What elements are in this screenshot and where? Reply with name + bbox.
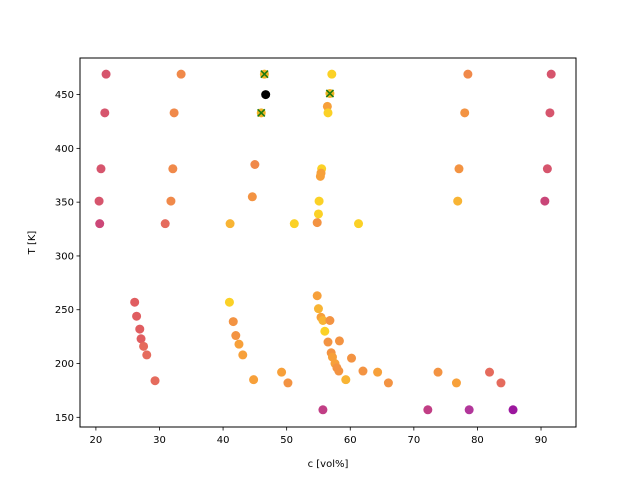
data-point xyxy=(312,218,322,228)
data-point xyxy=(373,367,383,377)
data-point xyxy=(496,378,506,388)
data-point xyxy=(508,405,518,415)
data-point xyxy=(383,378,393,388)
data-point xyxy=(453,196,463,206)
x-axis-ticks: 20 30 40 50 60 70 80 90 xyxy=(90,427,548,446)
data-point xyxy=(95,219,105,229)
data-point xyxy=(546,69,556,79)
x-tick-label: 90 xyxy=(535,435,548,446)
data-point xyxy=(318,315,328,325)
y-axis-ticks: 150 200 250 300 350 400 450 xyxy=(55,90,80,424)
data-point xyxy=(166,196,176,206)
points-layer xyxy=(94,69,556,415)
data-point xyxy=(460,108,470,118)
data-point xyxy=(250,160,260,170)
data-point xyxy=(228,317,238,327)
x-marker xyxy=(260,69,269,79)
data-point xyxy=(261,90,271,100)
data-point xyxy=(142,350,152,360)
data-point xyxy=(358,366,368,376)
data-point xyxy=(433,367,443,377)
x-tick-label: 40 xyxy=(217,435,230,446)
x-tick-label: 50 xyxy=(280,435,293,446)
data-point xyxy=(169,108,179,118)
y-tick-label: 400 xyxy=(55,144,74,155)
data-point xyxy=(334,366,344,376)
data-point xyxy=(315,171,325,181)
data-point xyxy=(132,311,142,321)
data-point xyxy=(540,196,550,206)
x-tick-label: 30 xyxy=(153,435,166,446)
data-point xyxy=(94,196,104,206)
data-point xyxy=(323,108,333,118)
data-point xyxy=(168,164,178,174)
data-point xyxy=(139,341,149,351)
data-point xyxy=(334,336,344,346)
x-marker xyxy=(325,89,335,98)
data-point xyxy=(238,350,248,360)
y-tick-label: 150 xyxy=(55,413,74,424)
data-point xyxy=(320,326,330,336)
data-point xyxy=(249,375,259,385)
data-point xyxy=(234,339,244,349)
data-point xyxy=(101,69,111,79)
data-point xyxy=(96,164,106,174)
x-tick-label: 70 xyxy=(407,435,420,446)
data-point xyxy=(318,405,328,415)
data-point xyxy=(347,353,357,363)
data-point xyxy=(463,69,473,79)
data-point xyxy=(545,108,555,118)
data-point xyxy=(451,378,461,388)
y-tick-label: 350 xyxy=(55,198,74,209)
data-point xyxy=(289,219,299,229)
data-point xyxy=(341,375,351,385)
y-tick-label: 300 xyxy=(55,251,74,262)
data-point xyxy=(135,324,145,334)
data-point xyxy=(325,315,335,325)
data-point xyxy=(225,219,235,229)
data-point xyxy=(224,297,234,307)
data-point xyxy=(313,304,323,314)
data-point xyxy=(327,69,337,79)
x-tick-label: 20 xyxy=(90,435,103,446)
data-point xyxy=(454,164,464,174)
data-point xyxy=(485,367,495,377)
data-point xyxy=(464,405,474,415)
y-tick-label: 450 xyxy=(55,90,74,101)
x-tick-label: 80 xyxy=(471,435,484,446)
data-point xyxy=(322,101,332,111)
data-point xyxy=(176,69,186,79)
data-point xyxy=(312,291,322,301)
plot-frame xyxy=(79,57,577,428)
data-point xyxy=(130,297,140,307)
data-point xyxy=(231,331,241,341)
data-point xyxy=(314,196,324,206)
y-axis-label: T [K] xyxy=(27,231,38,256)
y-tick-label: 250 xyxy=(55,305,74,316)
data-point xyxy=(313,209,323,219)
data-point xyxy=(150,376,160,386)
data-point xyxy=(247,192,257,202)
x-marker xyxy=(257,108,266,118)
data-point xyxy=(423,405,433,415)
data-point xyxy=(283,378,293,388)
data-point xyxy=(136,334,146,344)
data-point xyxy=(160,219,170,229)
data-point xyxy=(354,219,364,229)
data-point xyxy=(277,367,287,377)
y-tick-label: 200 xyxy=(55,359,74,370)
x-axis-label: c [vol%] xyxy=(308,459,349,470)
data-point xyxy=(542,164,552,174)
x-tick-label: 60 xyxy=(344,435,357,446)
data-point xyxy=(100,108,110,118)
data-point xyxy=(323,337,333,347)
